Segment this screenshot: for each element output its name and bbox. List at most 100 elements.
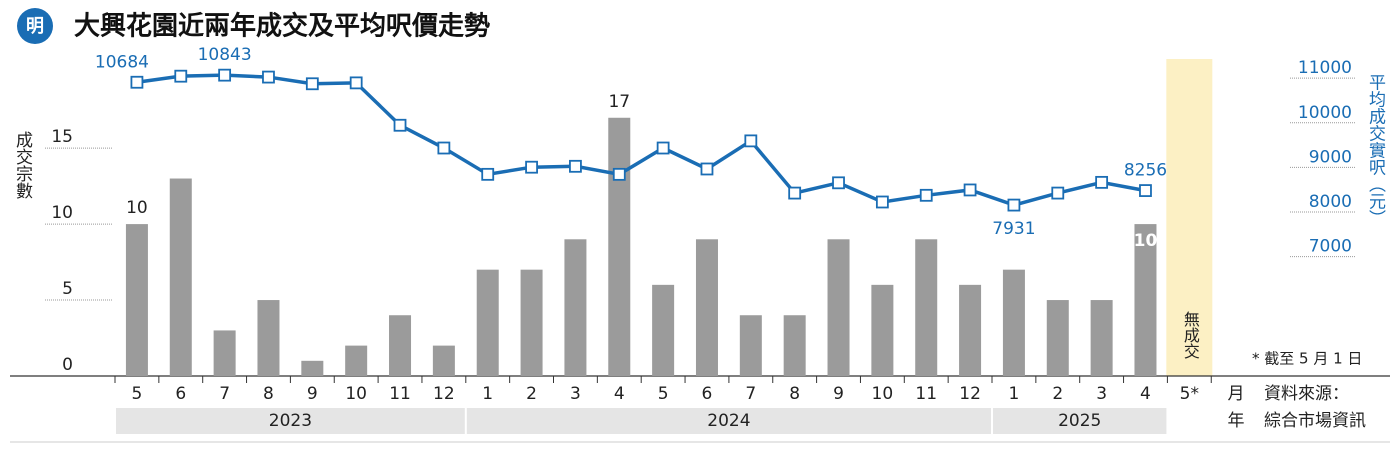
price-marker	[744, 134, 758, 148]
x-tick-label: 3	[1096, 384, 1107, 404]
y2-tick-label: 11000	[1298, 58, 1352, 78]
price-marker	[305, 77, 319, 91]
x-tick-label: 5	[658, 384, 669, 404]
price-marker	[612, 167, 626, 181]
price-value-label: 7931	[992, 219, 1035, 239]
x-tick-label: 1	[482, 384, 493, 404]
price-marker	[875, 195, 889, 209]
x-tick-label: 4	[1140, 384, 1151, 404]
bar	[564, 239, 587, 376]
x-tick-label: 2	[526, 384, 537, 404]
bar	[432, 345, 455, 376]
y-axis-label: 成交宗數	[12, 131, 33, 199]
x-tick-label: 8	[789, 384, 800, 404]
bar	[389, 315, 412, 376]
y2-tick-label: 8000	[1309, 192, 1352, 212]
price-marker	[481, 167, 495, 181]
year-band	[466, 408, 991, 434]
bar	[915, 239, 938, 376]
bar	[345, 345, 368, 376]
x-tick-label: 6	[175, 384, 186, 404]
bar	[783, 315, 806, 376]
x-tick-label: 10	[872, 384, 894, 404]
bar	[739, 315, 762, 376]
bar-value-label: 10	[126, 198, 148, 218]
bar	[959, 284, 982, 376]
y-tick-label: 15	[51, 127, 73, 147]
bar	[213, 330, 236, 376]
bar	[169, 178, 192, 376]
y2-tick-label: 9000	[1309, 147, 1352, 167]
logo-badge	[17, 8, 53, 44]
bar-value-label: 10	[1134, 231, 1158, 251]
y2-tick-label: 7000	[1309, 237, 1352, 257]
year-label: 2024	[707, 411, 750, 431]
year-unit: 年	[1228, 411, 1245, 431]
price-marker	[393, 118, 407, 132]
bar	[1046, 300, 1069, 376]
price-marker	[700, 162, 714, 176]
price-marker	[569, 159, 582, 173]
year-band	[116, 408, 465, 434]
x-tick-label: 11	[389, 384, 411, 404]
no-deal-label: 無成交	[1181, 311, 1200, 359]
price-marker	[1139, 184, 1152, 197]
price-marker	[218, 68, 232, 82]
month-unit: 月	[1228, 384, 1245, 404]
logo: 明	[26, 16, 44, 37]
bar	[1002, 269, 1025, 376]
price-line	[136, 73, 1146, 207]
x-tick-label: 9	[307, 384, 318, 404]
price-marker	[130, 75, 144, 89]
x-tick-label: 3	[570, 384, 581, 404]
bar	[520, 269, 543, 376]
x-tick-label: 5*	[1180, 384, 1199, 404]
x-tick-label: 4	[614, 384, 625, 404]
x-tick-label: 12	[959, 384, 981, 404]
price-value-label: 8256	[1124, 161, 1167, 181]
price-value-label: 10843	[198, 45, 252, 65]
x-tick-label: 7	[219, 384, 230, 404]
bar	[476, 269, 499, 376]
y2-tick-label: 10000	[1298, 103, 1352, 123]
price-marker	[963, 183, 977, 197]
source-label: 資料來源：	[1264, 384, 1349, 404]
price-marker	[349, 76, 363, 90]
bar-value-label: 17	[608, 92, 630, 112]
bar	[871, 284, 894, 376]
x-tick-label: 2	[1052, 384, 1063, 404]
x-tick-label: 6	[702, 384, 713, 404]
y-tick-label: 0	[62, 355, 73, 375]
price-marker	[437, 141, 451, 155]
y2-axis-label: 平均成交實呎（元）	[1365, 74, 1386, 227]
bar	[827, 239, 850, 376]
x-tick-label: 8	[263, 384, 274, 404]
price-marker	[1095, 175, 1109, 189]
x-tick-label: 11	[915, 384, 937, 404]
x-tick-label: 7	[745, 384, 756, 404]
price-marker	[525, 160, 538, 174]
price-marker	[788, 186, 802, 200]
year-label: 2023	[269, 411, 312, 431]
bar	[695, 239, 718, 376]
y-tick-label: 10	[51, 203, 73, 223]
price-marker	[1051, 186, 1065, 200]
bar	[257, 300, 280, 376]
footnote: * 截至 5 月 1 日	[1252, 350, 1362, 368]
bar	[1134, 224, 1157, 376]
price-marker	[656, 141, 670, 155]
x-tick-label: 5	[132, 384, 143, 404]
bar	[125, 224, 148, 376]
price-marker	[919, 188, 933, 202]
bar	[608, 117, 631, 376]
x-tick-label: 12	[433, 384, 455, 404]
price-marker	[1007, 198, 1021, 212]
bar	[301, 360, 324, 376]
year-label: 2025	[1058, 411, 1101, 431]
source: 綜合市場資訊	[1264, 411, 1366, 431]
price-marker	[832, 176, 845, 190]
y-tick-label: 5	[62, 279, 73, 299]
x-tick-label: 9	[833, 384, 844, 404]
chart-title: 大興花園近兩年成交及平均呎價走勢	[74, 11, 490, 42]
